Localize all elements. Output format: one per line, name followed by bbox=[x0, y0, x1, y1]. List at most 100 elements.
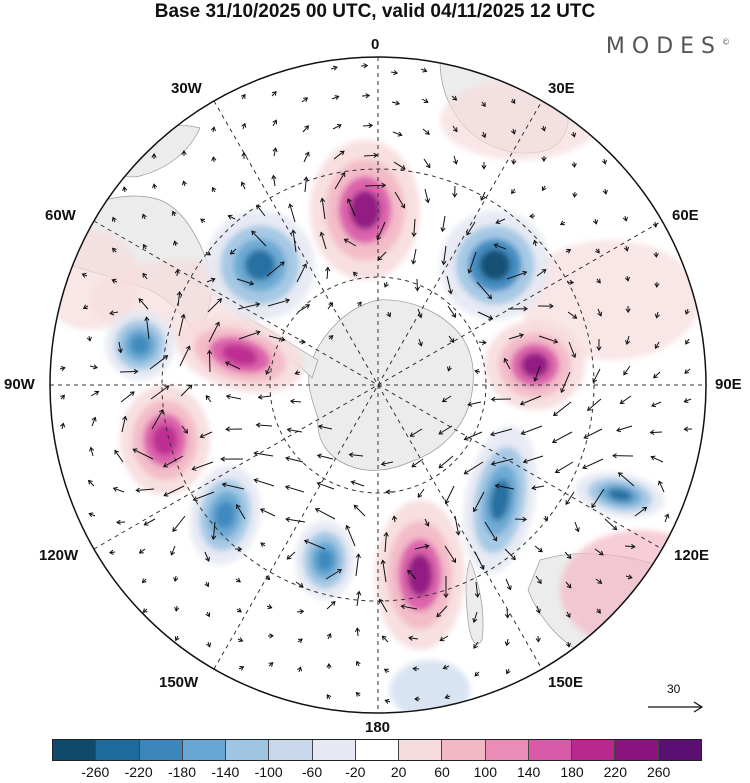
wind-arrow-head bbox=[138, 549, 144, 554]
wind-arrow-head bbox=[551, 438, 557, 444]
wind-arrow-head bbox=[598, 550, 604, 556]
wind-arrow-head bbox=[174, 269, 180, 274]
wind-arrow-head bbox=[649, 429, 655, 436]
wind-arrow-head bbox=[543, 516, 549, 522]
wind-arrow-head bbox=[265, 369, 271, 375]
wind-arrow bbox=[423, 158, 431, 168]
colorbar bbox=[52, 739, 702, 761]
wind-arrow bbox=[664, 514, 669, 523]
wind-arrow bbox=[532, 485, 545, 489]
wind-arrow-head bbox=[355, 660, 361, 666]
wind-arrow bbox=[477, 311, 493, 320]
wind-arrow bbox=[145, 317, 150, 340]
wind-arrow-head bbox=[622, 216, 628, 222]
wind-arrow bbox=[295, 581, 304, 588]
wind-arrow-head bbox=[181, 150, 187, 155]
wind-arrow-head bbox=[302, 263, 307, 269]
wind-arrow bbox=[170, 545, 176, 556]
wind-arrow bbox=[390, 71, 398, 74]
wind-arrow bbox=[564, 551, 572, 559]
wind-arrow bbox=[443, 245, 447, 265]
wind-arrow bbox=[325, 569, 342, 580]
wind-arrow bbox=[535, 575, 542, 584]
colorbar-tick-label: -180 bbox=[167, 764, 197, 780]
colorbar-swatch bbox=[442, 740, 486, 760]
wind-arrow bbox=[446, 275, 452, 294]
wind-arrow-head bbox=[299, 609, 305, 615]
wind-arrow-head bbox=[112, 486, 118, 492]
wind-arrow-head bbox=[424, 198, 431, 204]
wind-arrow-head bbox=[210, 126, 216, 132]
wind-arrow bbox=[242, 123, 246, 130]
wind-arrow bbox=[254, 479, 275, 487]
wind-arrow bbox=[260, 508, 276, 517]
wind-arrow-head bbox=[552, 411, 558, 417]
wind-arrow-head bbox=[597, 311, 603, 317]
wind-arrow bbox=[476, 281, 492, 299]
wind-arrow bbox=[424, 518, 429, 527]
wind-arrow-head bbox=[380, 461, 386, 467]
wind-arrow-head bbox=[227, 214, 233, 220]
lon-label-0: 0 bbox=[371, 36, 380, 53]
wind-arrow bbox=[626, 335, 630, 345]
wind-arrow-head bbox=[141, 578, 147, 584]
wind-arrow-head bbox=[199, 433, 205, 439]
lon-label-120w: 120W bbox=[39, 547, 79, 564]
wind-arrow-head bbox=[385, 489, 391, 495]
wind-arrow bbox=[121, 416, 126, 433]
wind-arrow bbox=[438, 455, 454, 469]
wind-arrow bbox=[625, 575, 632, 579]
wind-arrow-head bbox=[108, 549, 114, 555]
wind-arrow bbox=[410, 428, 423, 437]
wind-arrow-head bbox=[82, 304, 88, 310]
wind-arrow-head bbox=[510, 129, 517, 135]
wind-arrow-head bbox=[339, 150, 345, 156]
wind-arrow-head bbox=[284, 484, 290, 491]
wind-arrow-head bbox=[180, 313, 186, 319]
wind-arrow-head bbox=[206, 642, 212, 648]
wind-arrow-head bbox=[163, 355, 169, 360]
wind-arrow-head bbox=[253, 450, 259, 457]
wind-arrow bbox=[349, 453, 364, 457]
wind-arrow bbox=[491, 458, 514, 465]
wind-arrow-head bbox=[257, 394, 263, 400]
wind-arrow-head bbox=[566, 554, 572, 559]
wind-arrow-head bbox=[480, 195, 486, 201]
wind-arrow-head bbox=[326, 663, 332, 668]
wind-arrow-head bbox=[519, 400, 525, 406]
wind-arrow bbox=[230, 248, 237, 255]
wind-arrow bbox=[417, 308, 422, 318]
wind-arrow-head bbox=[204, 582, 210, 588]
wind-arrow-head bbox=[152, 183, 158, 189]
wind-arrow-head bbox=[183, 428, 189, 434]
wind-arrow bbox=[438, 425, 453, 435]
wind-arrow bbox=[506, 271, 527, 280]
wind-arrow-head bbox=[617, 472, 623, 477]
wind-arrow bbox=[88, 480, 95, 487]
wind-arrow-head bbox=[683, 426, 689, 432]
wind-arrow-head bbox=[595, 248, 600, 254]
wind-arrow-head bbox=[541, 126, 547, 132]
wind-arrow bbox=[192, 461, 214, 470]
wind-arrow-head bbox=[520, 430, 526, 436]
wind-arrow bbox=[506, 608, 509, 618]
wind-arrow-head bbox=[337, 569, 343, 574]
wind-arrow bbox=[583, 428, 603, 439]
colorbar-swatch bbox=[53, 740, 97, 760]
wind-arrow-head bbox=[440, 227, 446, 233]
wind-arrow-head bbox=[664, 513, 670, 519]
wind-arrow-head bbox=[191, 465, 197, 471]
wind-arrow-head bbox=[446, 366, 452, 372]
wind-arrow bbox=[151, 409, 164, 430]
wind-arrow-head bbox=[173, 577, 179, 582]
wind-arrow bbox=[142, 273, 148, 280]
lon-label-90e: 90E bbox=[715, 376, 742, 393]
wind-arrow-head bbox=[142, 272, 148, 278]
wind-arrow-head bbox=[255, 330, 261, 336]
wind-arrow-head bbox=[654, 344, 660, 350]
wind-arrow-head bbox=[60, 394, 66, 400]
wind-arrow bbox=[420, 68, 427, 72]
wind-arrow-head bbox=[211, 186, 217, 192]
wind-arrow bbox=[376, 221, 386, 240]
wind-arrow-head bbox=[236, 607, 242, 613]
